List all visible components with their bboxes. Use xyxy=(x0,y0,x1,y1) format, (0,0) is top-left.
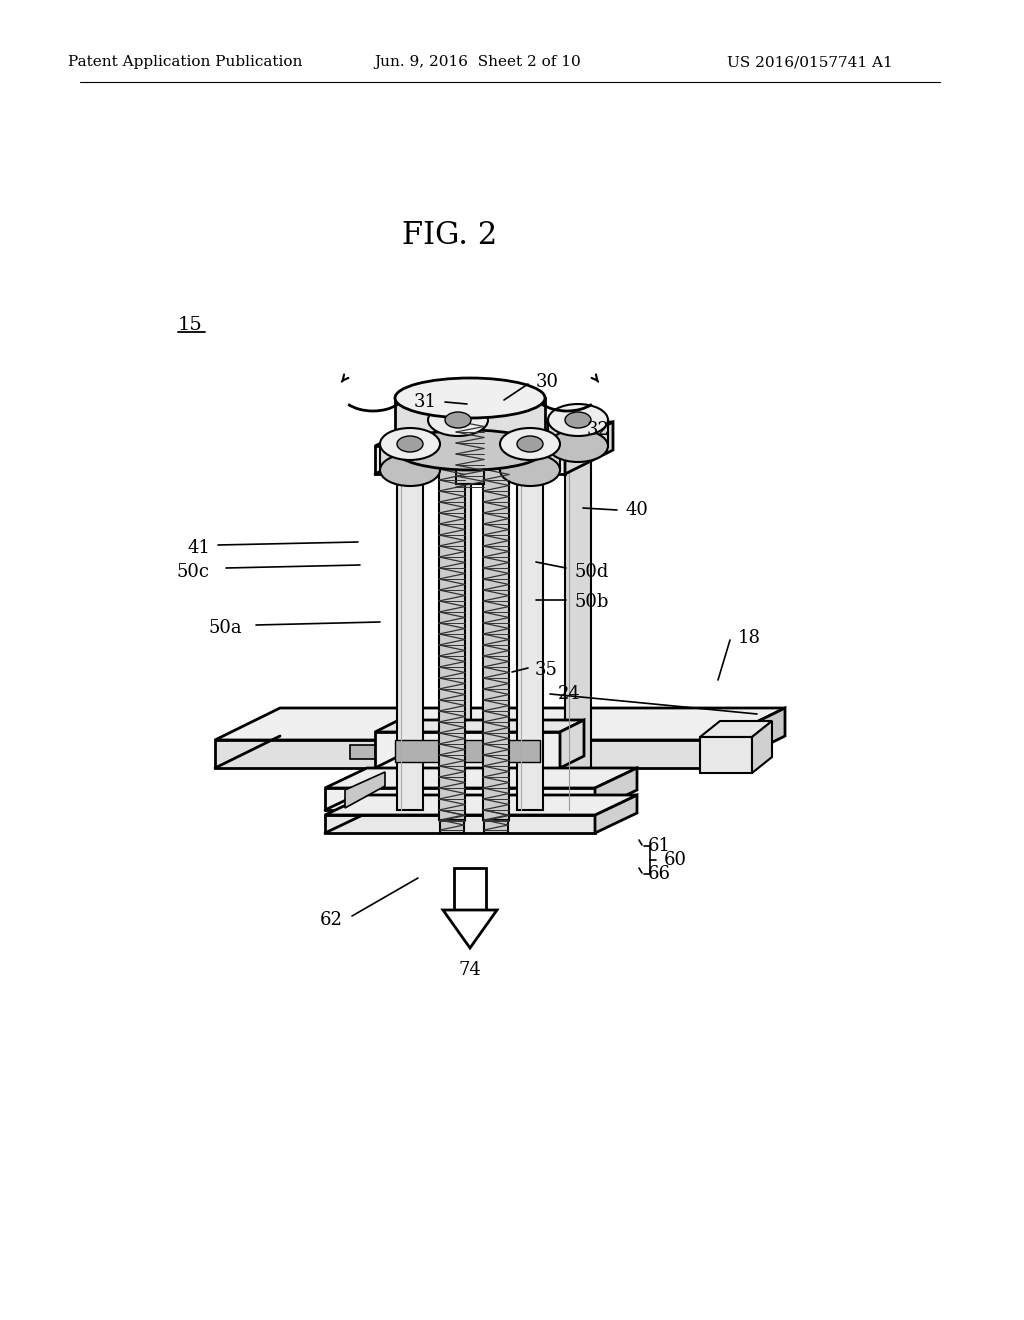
Text: US 2016/0157741 A1: US 2016/0157741 A1 xyxy=(727,55,893,69)
Ellipse shape xyxy=(500,428,560,459)
Ellipse shape xyxy=(565,412,591,428)
Polygon shape xyxy=(595,768,637,810)
Polygon shape xyxy=(428,420,488,446)
Polygon shape xyxy=(565,422,613,474)
Bar xyxy=(445,450,471,810)
Text: 15: 15 xyxy=(178,315,203,334)
Bar xyxy=(517,474,543,810)
Polygon shape xyxy=(375,422,613,446)
Polygon shape xyxy=(720,708,785,768)
Text: 32: 32 xyxy=(587,421,610,440)
Text: FIG. 2: FIG. 2 xyxy=(402,219,498,251)
Polygon shape xyxy=(375,733,560,768)
Polygon shape xyxy=(380,444,440,470)
Polygon shape xyxy=(700,721,772,737)
Ellipse shape xyxy=(548,404,608,436)
Bar xyxy=(397,474,423,810)
Text: 50c: 50c xyxy=(177,564,210,581)
Polygon shape xyxy=(325,788,595,810)
Text: 40: 40 xyxy=(625,502,648,519)
Polygon shape xyxy=(548,420,608,446)
Polygon shape xyxy=(215,741,720,768)
Ellipse shape xyxy=(445,412,471,428)
Text: 35: 35 xyxy=(535,661,558,678)
Bar xyxy=(350,744,578,759)
Polygon shape xyxy=(560,719,584,768)
Bar xyxy=(484,810,508,833)
Polygon shape xyxy=(443,909,497,948)
Ellipse shape xyxy=(428,430,488,462)
Ellipse shape xyxy=(548,430,608,462)
Text: 66: 66 xyxy=(648,865,671,883)
Text: 61: 61 xyxy=(648,837,671,855)
Polygon shape xyxy=(395,399,545,450)
Text: Patent Application Publication: Patent Application Publication xyxy=(68,55,302,69)
Ellipse shape xyxy=(395,430,545,470)
Polygon shape xyxy=(215,708,785,741)
Text: 60: 60 xyxy=(664,851,687,869)
Ellipse shape xyxy=(397,436,423,451)
Text: 31: 31 xyxy=(414,393,437,411)
Polygon shape xyxy=(325,814,595,833)
Ellipse shape xyxy=(517,436,543,451)
Text: 50b: 50b xyxy=(574,593,608,611)
Polygon shape xyxy=(500,444,560,470)
Polygon shape xyxy=(325,768,637,788)
Polygon shape xyxy=(345,772,385,808)
Text: 30: 30 xyxy=(536,374,559,391)
Ellipse shape xyxy=(380,454,440,486)
Text: 62: 62 xyxy=(321,911,343,929)
Bar xyxy=(439,469,465,820)
Bar xyxy=(456,421,484,484)
Polygon shape xyxy=(325,795,637,814)
Text: 41: 41 xyxy=(187,539,210,557)
Polygon shape xyxy=(375,446,565,474)
Text: Jun. 9, 2016  Sheet 2 of 10: Jun. 9, 2016 Sheet 2 of 10 xyxy=(375,55,582,69)
Ellipse shape xyxy=(428,404,488,436)
Polygon shape xyxy=(700,737,752,774)
Text: 74: 74 xyxy=(459,961,481,979)
Ellipse shape xyxy=(500,454,560,486)
Polygon shape xyxy=(595,795,637,833)
Ellipse shape xyxy=(395,378,545,418)
Text: 50a: 50a xyxy=(208,619,242,638)
Text: 18: 18 xyxy=(738,630,761,647)
Bar xyxy=(454,869,486,909)
Text: 24: 24 xyxy=(558,685,581,704)
Bar xyxy=(395,741,540,762)
Bar xyxy=(483,469,509,820)
Polygon shape xyxy=(375,719,584,733)
Ellipse shape xyxy=(380,428,440,459)
Bar xyxy=(440,810,464,833)
Text: 50d: 50d xyxy=(574,564,608,581)
Bar xyxy=(565,450,591,810)
Polygon shape xyxy=(752,721,772,774)
